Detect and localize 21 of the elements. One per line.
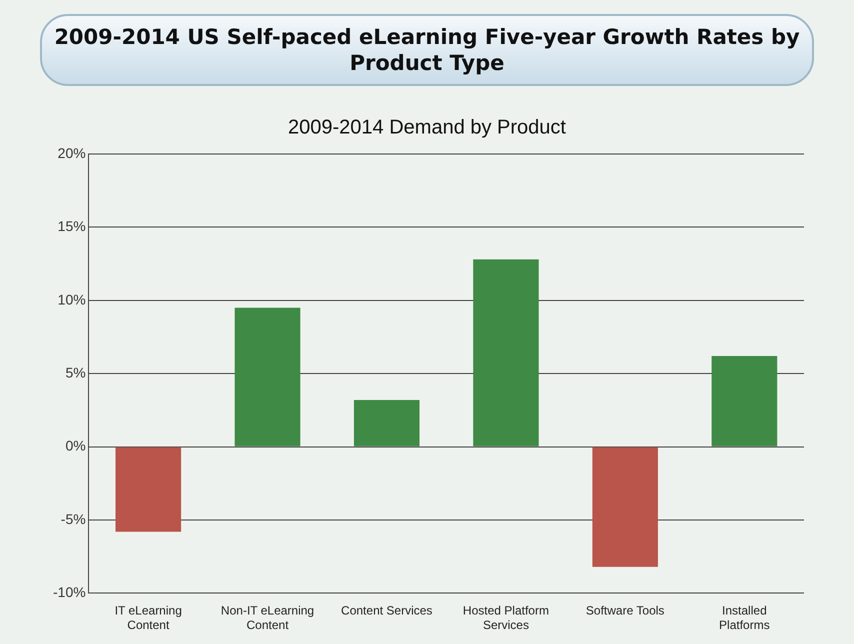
y-tick-label: -10% [52,584,86,600]
bar [234,308,300,446]
bar [116,447,182,532]
bar [473,259,539,446]
chart-subtitle: 2009-2014 Demand by Product [288,116,566,139]
bar [354,400,420,446]
x-tick-label: Software Tools [586,604,664,618]
y-tick-label: 20% [58,144,86,161]
y-tick-label: -5% [60,510,86,527]
x-tick-label: IT eLearning Content [114,604,182,632]
x-tick-label: Non-IT eLearning Content [220,604,314,632]
bar [712,356,778,446]
x-tick-label: Content Services [341,604,432,618]
chart-title: 2009-2014 US Self-paced eLearning Five-year Growth Rates by Product Type [40,14,814,86]
y-tick-label: 15% [58,218,86,234]
y-tick-label: 0% [65,438,86,454]
bar [592,447,658,567]
y-tick-label: 10% [58,291,86,308]
x-tick-label: Installed Platforms [719,604,770,632]
x-tick-label: Hosted Platform Services [462,604,549,632]
y-tick-label: 5% [65,364,86,380]
